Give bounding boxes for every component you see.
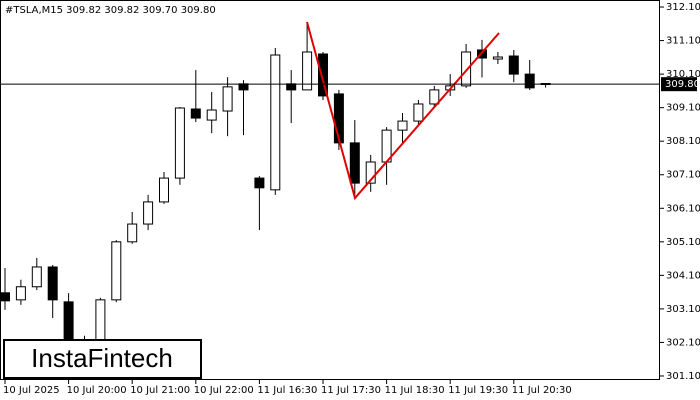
candle-body [174,107,185,179]
candle-body [270,54,281,191]
candle-body [365,161,376,184]
candle-body [413,103,424,122]
y-tick-label: 312.10 [666,2,700,13]
y-tick-label: 301.10 [666,371,700,382]
x-tick-label: 11 Jul 17:30 [321,385,381,396]
y-tick-label: 306.10 [666,203,700,214]
pattern-line [306,21,500,201]
candle-body [302,51,313,91]
candle-body [333,93,344,144]
x-tick-label: 11 Jul 16:30 [257,385,317,396]
candle-body [524,73,535,89]
plot-frame [0,0,660,380]
x-tick-label: 11 Jul 19:30 [448,385,508,396]
candle-body [0,292,10,302]
candle-body [286,83,297,91]
candle-body [461,51,472,87]
x-tick-label: 10 Jul 2025 [3,385,60,396]
candle-body [492,56,503,60]
current-price-label: 309.80 [665,79,700,90]
candle-body [190,108,201,119]
candle-body [238,83,249,91]
candle-body [47,266,58,301]
watermark: InstaFintech [31,343,173,373]
x-tick-label: 10 Jul 22:00 [194,385,254,396]
y-tick-label: 309.10 [666,103,700,114]
candle-body [222,86,233,112]
current-price-box [661,77,697,92]
y-tick-label: 302.10 [666,337,700,348]
y-tick-label: 311.10 [666,36,700,47]
y-tick-label: 307.10 [666,170,700,181]
candle-body [159,177,169,203]
candle-body [206,109,217,121]
y-tick-label: 304.10 [666,270,700,281]
y-tick-label: 305.10 [666,237,700,248]
candle-body [318,53,328,97]
x-tick-label: 11 Jul 20:30 [512,385,572,396]
candle-body [397,120,408,131]
candle-body [254,177,265,189]
x-tick-label: 11 Jul 18:30 [385,385,445,396]
x-tick-label: 10 Jul 21:00 [130,385,190,396]
candle-body [508,55,519,75]
candle-body [143,201,154,225]
y-tick-label: 310.10 [666,69,700,80]
candle-body [15,286,26,301]
y-tick-label: 303.10 [666,304,700,315]
candle-body [429,89,440,105]
chart-title: #TSLA,M15 309.82 309.82 309.70 309.80 [5,5,216,16]
logo-box [3,339,202,379]
candle-body [31,266,42,288]
candle-body [111,241,122,301]
y-tick-label: 308.10 [666,136,700,147]
x-tick-label: 10 Jul 20:00 [67,385,127,396]
candle-body [127,223,138,243]
candle-body [349,142,360,184]
